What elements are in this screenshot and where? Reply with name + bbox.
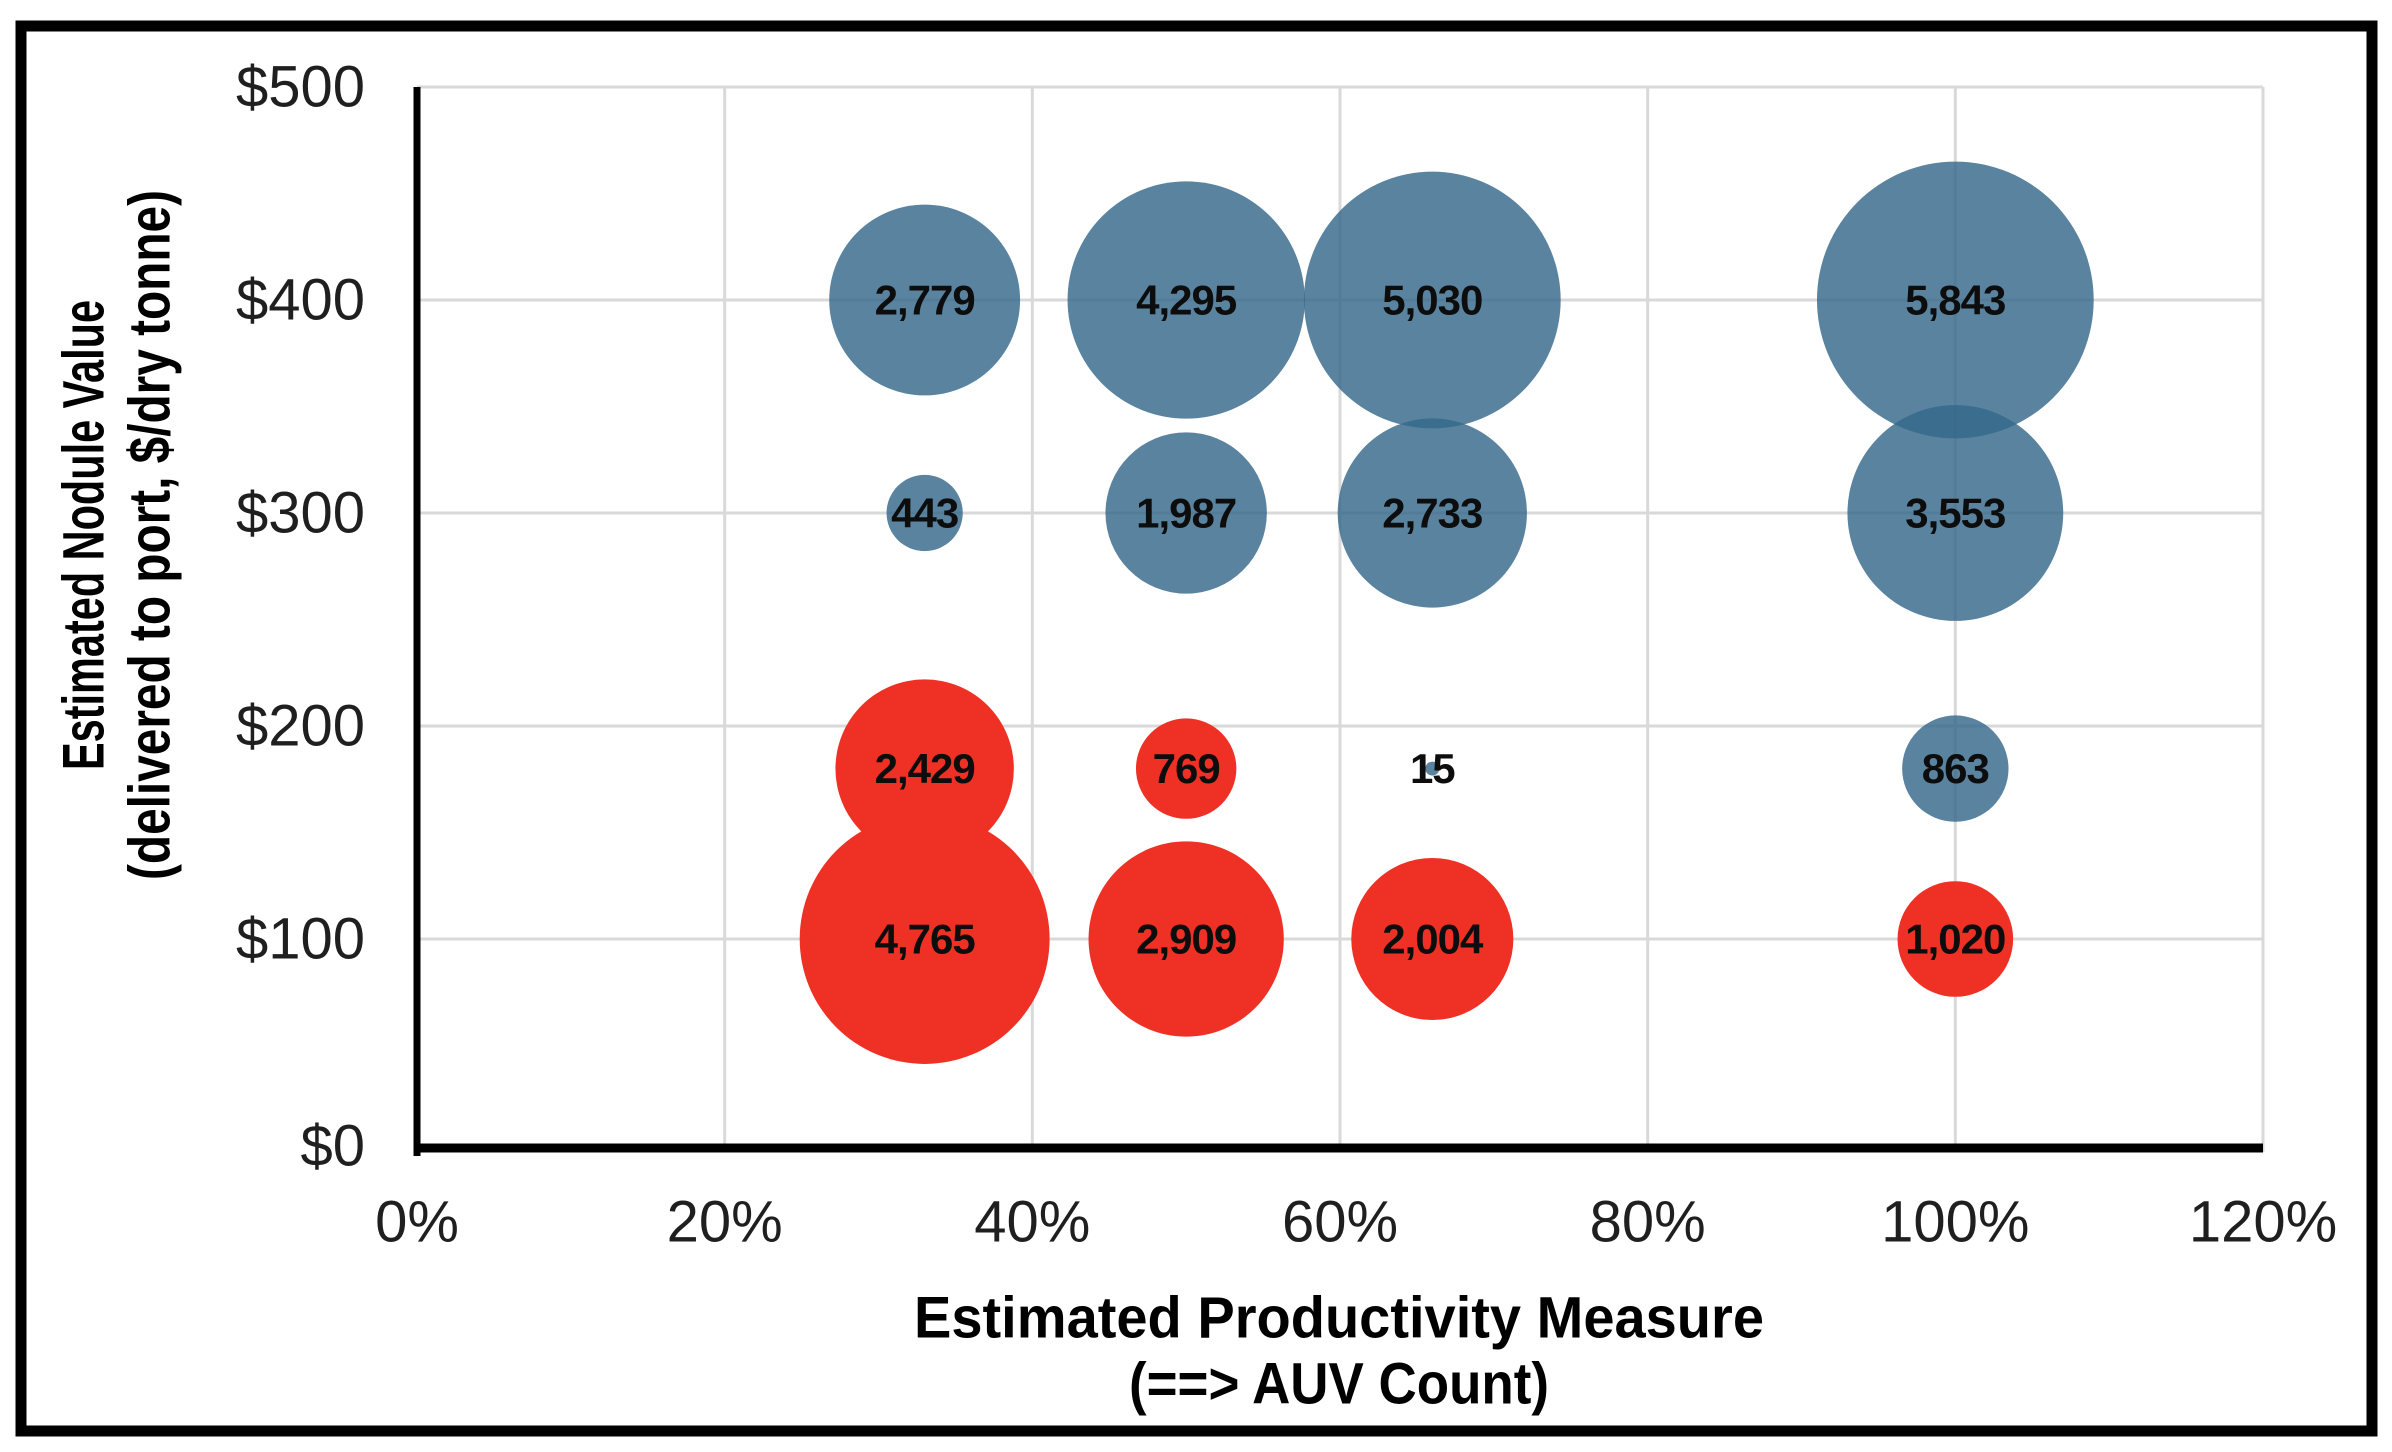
bubble-blue-863 (1902, 715, 2009, 822)
x-tick-label: 120% (2189, 1190, 2337, 1255)
bubble-label-5030: 5,030 (1382, 277, 1482, 324)
x-tick-label: 20% (667, 1190, 783, 1255)
bubble-red-4765 (799, 814, 1050, 1064)
y-tick-label: $200 (236, 694, 365, 759)
x-tick-label: 60% (1282, 1190, 1398, 1255)
bubble-red-2004 (1351, 857, 1514, 1021)
bubble-blue-5030 (1303, 171, 1561, 429)
bubble-label-443: 443 (891, 490, 958, 537)
bubble-blue-5843 (1816, 161, 2094, 439)
bubble-label-3553: 3,553 (1905, 490, 2005, 537)
x-axis-title-line2: (==> AUV Count) (1129, 1352, 1549, 1417)
bubble-label-769: 769 (1153, 745, 1220, 792)
bubble-label-15: 15 (1410, 745, 1455, 792)
bubble-blue-4295 (1067, 181, 1305, 419)
y-tick-label: $300 (236, 481, 365, 546)
bubble-label-863: 863 (1922, 745, 1989, 792)
bubble-blue-443 (886, 474, 963, 552)
bubble-label-4765: 4,765 (875, 916, 976, 963)
bubble-red-2429 (835, 679, 1014, 858)
y-tick-label: $0 (300, 1114, 365, 1179)
bubble-label-1987: 1,987 (1136, 490, 1236, 537)
bubble-red-1020 (1897, 881, 2014, 997)
bubble-label-2909: 2,909 (1136, 916, 1236, 963)
x-axis-title-line1: Estimated Productivity Measure (914, 1286, 1764, 1351)
bubble-label-5843: 5,843 (1905, 277, 2005, 324)
axis-lines (413, 87, 2263, 1156)
bubble-blue-2733 (1337, 418, 1527, 608)
bubble-label-2004: 2,004 (1382, 916, 1484, 963)
tick-labels: $0 $100 $200 $300 $400 $500 0% 20% 40% 60% 80% 100%… (236, 55, 2337, 1255)
bubble-label-2779: 2,779 (875, 277, 975, 324)
bubble-blue-1987 (1105, 432, 1267, 594)
y-tick-label: $500 (236, 55, 365, 120)
bubble-blue-2779 (829, 204, 1021, 396)
x-tick-label: 100% (1881, 1190, 2029, 1255)
y-tick-label: $400 (236, 268, 365, 333)
bubble-red-2909 (1088, 841, 1284, 1037)
bubble-label-4295: 4,295 (1136, 277, 1237, 324)
x-tick-label: 40% (974, 1190, 1090, 1255)
bubble-blue-3553 (1847, 405, 2064, 621)
bubble-red-769 (1135, 718, 1237, 819)
bubble-label-1020: 1,020 (1905, 916, 2005, 963)
bubbles (799, 161, 2094, 1064)
bubble-labels: 2,779 4,295 5,030 5,843 443 1,987 2,733 3,553 15… (875, 277, 2007, 963)
x-tick-label: 0% (375, 1190, 459, 1255)
bubble-label-2733: 2,733 (1382, 490, 1482, 537)
y-tick-label: $100 (236, 907, 365, 972)
bubble-label-2429: 2,429 (875, 745, 975, 792)
bubble-blue-15 (1425, 761, 1440, 776)
y-axis-title-line1: Estimated Nodule Value (52, 300, 117, 770)
y-axis-title-line2: (delivered to port, $/dry tonne) (118, 190, 183, 880)
x-tick-label: 80% (1590, 1190, 1706, 1255)
